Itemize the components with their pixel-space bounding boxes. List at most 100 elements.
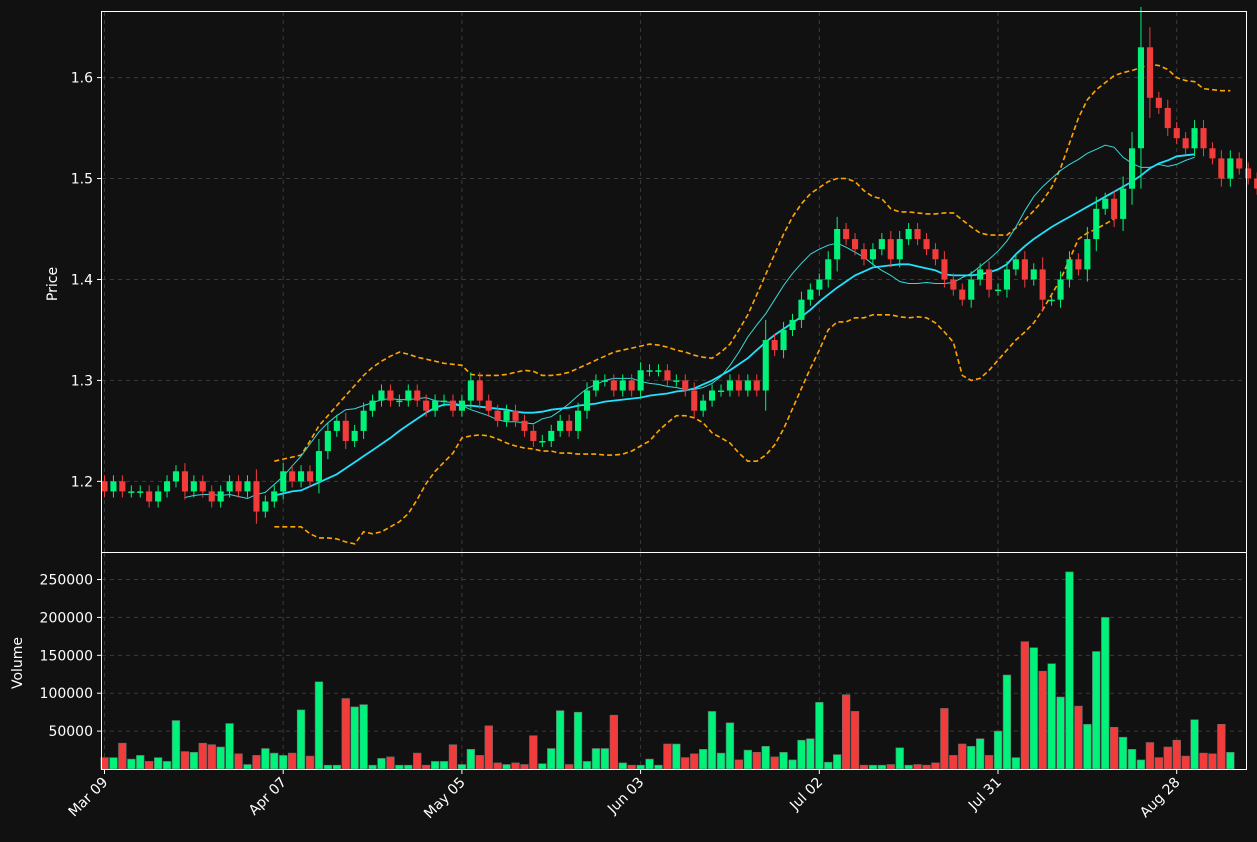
candle-body	[1066, 259, 1073, 280]
volume-bar	[1154, 757, 1163, 770]
volume-bar	[716, 752, 726, 770]
volume-axis-label: Volume	[10, 637, 26, 689]
candle-body	[950, 279, 957, 290]
candle-body	[1173, 128, 1180, 139]
volume-bar	[1083, 723, 1092, 770]
volume-bar	[109, 757, 118, 770]
candle-body	[843, 229, 850, 240]
volume-bar	[252, 755, 261, 770]
volume-bar	[1199, 752, 1208, 770]
candle-body	[1021, 259, 1028, 280]
volume-bar	[573, 711, 583, 770]
candle-body	[628, 380, 635, 391]
volume-bar	[1136, 759, 1146, 770]
volume-bar	[743, 749, 752, 770]
candle-body	[307, 471, 314, 482]
candle-body	[485, 400, 492, 411]
volume-bar	[520, 764, 529, 770]
candle-body	[396, 400, 403, 403]
candle-body	[414, 390, 421, 401]
candle-body	[932, 249, 939, 260]
volume-bar	[529, 735, 538, 770]
volume-bar	[707, 711, 717, 770]
volume-bar	[797, 739, 806, 770]
volume-bar	[770, 756, 779, 770]
volume-bar	[1110, 726, 1119, 770]
volume-bar	[672, 743, 681, 770]
candle-body	[1048, 299, 1055, 302]
volume-bar	[967, 745, 976, 770]
volume-bar	[118, 742, 127, 770]
candle-body	[914, 229, 921, 240]
volume-bar	[761, 745, 770, 770]
volume-bar	[323, 764, 332, 770]
price-tick-label: 1.4	[71, 272, 93, 288]
volume-bar	[1208, 753, 1217, 770]
volume-bar	[1092, 651, 1101, 770]
volume-bar	[395, 764, 404, 770]
candle-body	[1102, 198, 1109, 209]
volume-bar	[154, 757, 163, 770]
candle-body	[146, 491, 153, 502]
candle-body	[1030, 269, 1037, 280]
volume-bar	[448, 744, 458, 770]
candle-body	[521, 420, 528, 431]
candle-body	[181, 471, 188, 492]
candle-body	[378, 390, 385, 401]
candle-body	[351, 430, 358, 441]
candle-body	[1146, 47, 1153, 98]
volume-bar	[877, 764, 886, 770]
candle-body	[977, 269, 984, 280]
volume-tick-label: 150000	[40, 648, 93, 664]
volume-bar	[815, 701, 824, 770]
volume-bar	[162, 761, 172, 770]
candle-body	[995, 289, 1002, 292]
volume-bar	[949, 755, 958, 770]
candle-body	[959, 289, 966, 300]
candle-body	[735, 380, 742, 391]
candle-body	[878, 239, 885, 250]
volume-bar	[359, 704, 368, 770]
candle-body	[1137, 47, 1144, 149]
volume-bar	[600, 748, 609, 770]
volume-bar	[287, 752, 297, 770]
candle-body	[342, 420, 349, 441]
candle-body	[1218, 158, 1225, 179]
candle-body	[423, 400, 430, 411]
volume-bar	[752, 751, 761, 770]
volume-bar	[439, 761, 449, 770]
volume-bar	[502, 764, 511, 770]
candle-body	[923, 239, 930, 250]
price-axis-label: Price	[45, 267, 61, 301]
candle-body	[807, 289, 814, 300]
volume-bar	[618, 762, 627, 770]
volume-bar	[645, 758, 654, 770]
volume-bar	[940, 708, 949, 770]
volume-bar	[993, 730, 1003, 770]
volume-bar	[886, 764, 895, 770]
candle-body	[190, 481, 197, 492]
candle-body	[637, 370, 644, 391]
candle-body	[1120, 188, 1127, 219]
candle-body	[1227, 158, 1234, 179]
volume-bar	[466, 748, 475, 770]
candle-body	[682, 380, 689, 391]
volume-bar	[850, 711, 860, 770]
candle-body	[262, 501, 269, 512]
volume-bar	[484, 725, 493, 770]
candle-body	[199, 481, 206, 492]
volume-bar	[564, 764, 574, 770]
candle-body	[744, 380, 751, 391]
candle-body	[449, 400, 456, 411]
volume-bar	[1038, 670, 1047, 770]
volume-bar	[1145, 742, 1155, 770]
volume-bar	[690, 753, 699, 770]
volume-bar	[984, 755, 994, 770]
volume-bar	[475, 755, 484, 770]
volume-bar	[627, 764, 636, 770]
volume-bar	[922, 764, 931, 770]
candle-body	[834, 229, 841, 260]
candle-body	[1236, 158, 1243, 169]
